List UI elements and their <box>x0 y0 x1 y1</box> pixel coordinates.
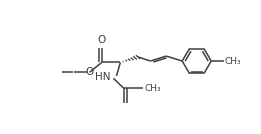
Text: O: O <box>85 67 94 77</box>
Text: HN: HN <box>95 72 111 82</box>
Text: CH₃: CH₃ <box>225 57 242 66</box>
Text: O: O <box>98 35 106 45</box>
Text: CH₃: CH₃ <box>144 84 161 93</box>
